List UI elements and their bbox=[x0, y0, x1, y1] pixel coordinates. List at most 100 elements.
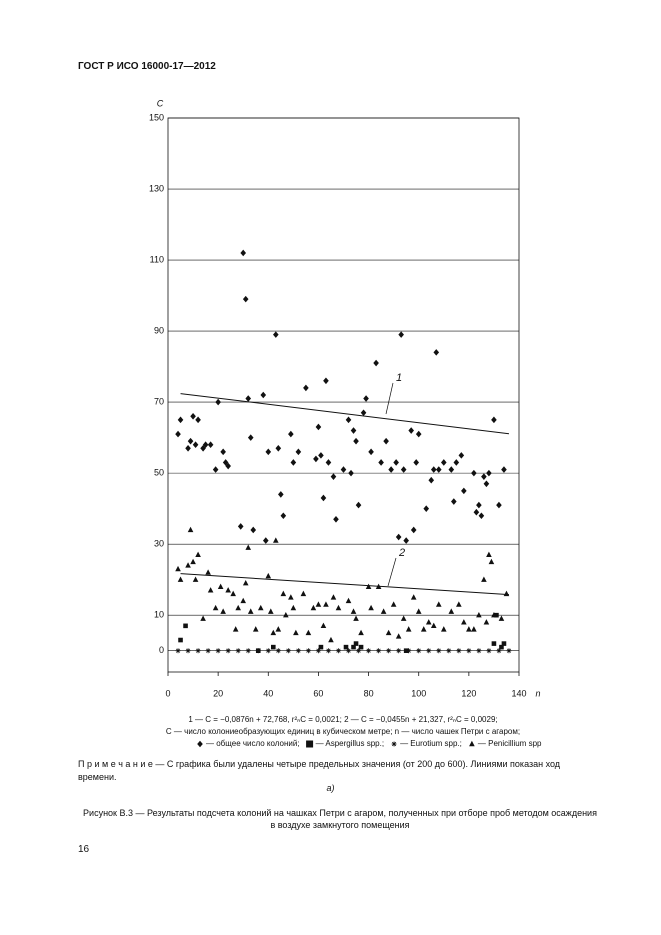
point bbox=[235, 648, 241, 654]
point bbox=[478, 512, 485, 520]
point bbox=[205, 648, 211, 654]
legend-label: — Eurotium spp.; bbox=[400, 739, 462, 748]
point bbox=[348, 469, 354, 477]
point bbox=[175, 648, 181, 654]
point bbox=[190, 558, 196, 565]
page-number: 16 bbox=[78, 844, 90, 855]
point bbox=[252, 626, 259, 632]
point bbox=[273, 537, 279, 543]
x-tick-label: 140 bbox=[511, 688, 526, 698]
point bbox=[262, 537, 269, 544]
point bbox=[388, 466, 394, 473]
leader-line bbox=[385, 382, 394, 415]
point bbox=[435, 601, 442, 607]
point bbox=[220, 608, 226, 614]
point bbox=[187, 526, 194, 533]
y-axis-label: C bbox=[157, 98, 164, 108]
point bbox=[446, 648, 452, 654]
point bbox=[275, 626, 282, 632]
formula: 1 — C = −0,0876n + 72,768, r²ₙC = 0,0021… bbox=[188, 715, 497, 724]
point bbox=[260, 391, 267, 399]
point bbox=[483, 480, 490, 488]
point bbox=[351, 644, 356, 650]
point bbox=[212, 604, 219, 611]
point bbox=[461, 619, 467, 625]
point bbox=[428, 476, 435, 484]
point bbox=[425, 619, 432, 625]
point bbox=[225, 587, 231, 593]
point bbox=[330, 594, 337, 600]
point bbox=[240, 249, 247, 257]
point bbox=[440, 459, 447, 466]
point bbox=[315, 423, 322, 431]
trend-line bbox=[180, 393, 510, 435]
point bbox=[501, 641, 507, 646]
x-tick-label: 20 bbox=[213, 688, 223, 698]
trend-label: 1 bbox=[396, 372, 402, 384]
point bbox=[448, 466, 455, 473]
point bbox=[383, 437, 389, 445]
point bbox=[413, 459, 420, 466]
point bbox=[247, 434, 254, 441]
point bbox=[365, 583, 372, 589]
point bbox=[175, 565, 181, 572]
legend-symbol bbox=[306, 740, 314, 748]
legend-label: — Aspergillus spp.; bbox=[316, 739, 384, 748]
point bbox=[456, 601, 462, 607]
point bbox=[247, 608, 254, 614]
point bbox=[458, 452, 465, 459]
point bbox=[378, 459, 384, 466]
point bbox=[183, 623, 188, 629]
x-tick-label: 100 bbox=[411, 688, 426, 698]
point bbox=[491, 641, 497, 646]
point bbox=[303, 384, 309, 392]
point bbox=[242, 295, 249, 303]
point bbox=[212, 466, 219, 473]
header: ГОСТ Р ИСО 16000-17—2012 bbox=[78, 61, 216, 72]
point bbox=[503, 590, 510, 597]
point bbox=[190, 413, 196, 420]
point bbox=[491, 416, 497, 424]
legend-symbol bbox=[391, 741, 397, 747]
point bbox=[320, 494, 327, 502]
point bbox=[250, 526, 257, 534]
point bbox=[185, 562, 191, 568]
point bbox=[366, 648, 372, 654]
point bbox=[245, 395, 252, 402]
point bbox=[403, 537, 409, 544]
point bbox=[195, 416, 201, 424]
point bbox=[390, 601, 397, 607]
legend-symbol bbox=[197, 740, 203, 748]
point bbox=[350, 427, 357, 434]
point bbox=[245, 648, 251, 654]
point bbox=[346, 648, 352, 654]
point bbox=[323, 601, 329, 607]
point bbox=[481, 576, 487, 582]
point bbox=[494, 612, 499, 618]
point bbox=[288, 430, 294, 438]
point bbox=[408, 427, 414, 434]
point bbox=[426, 648, 432, 654]
point bbox=[355, 501, 362, 509]
point bbox=[255, 648, 261, 654]
point bbox=[410, 594, 417, 600]
point bbox=[313, 455, 319, 463]
point bbox=[320, 622, 327, 629]
point bbox=[405, 626, 412, 632]
point bbox=[220, 448, 226, 456]
point bbox=[175, 430, 181, 438]
point bbox=[416, 648, 422, 654]
point bbox=[202, 441, 209, 449]
point bbox=[225, 648, 231, 654]
point bbox=[340, 466, 347, 473]
point bbox=[185, 444, 191, 452]
point bbox=[471, 469, 477, 477]
point bbox=[363, 395, 369, 402]
y-tick-label: 0 bbox=[159, 645, 164, 655]
point bbox=[265, 648, 271, 654]
point bbox=[476, 648, 482, 654]
point bbox=[506, 648, 512, 654]
point bbox=[293, 629, 299, 636]
point bbox=[275, 444, 282, 452]
